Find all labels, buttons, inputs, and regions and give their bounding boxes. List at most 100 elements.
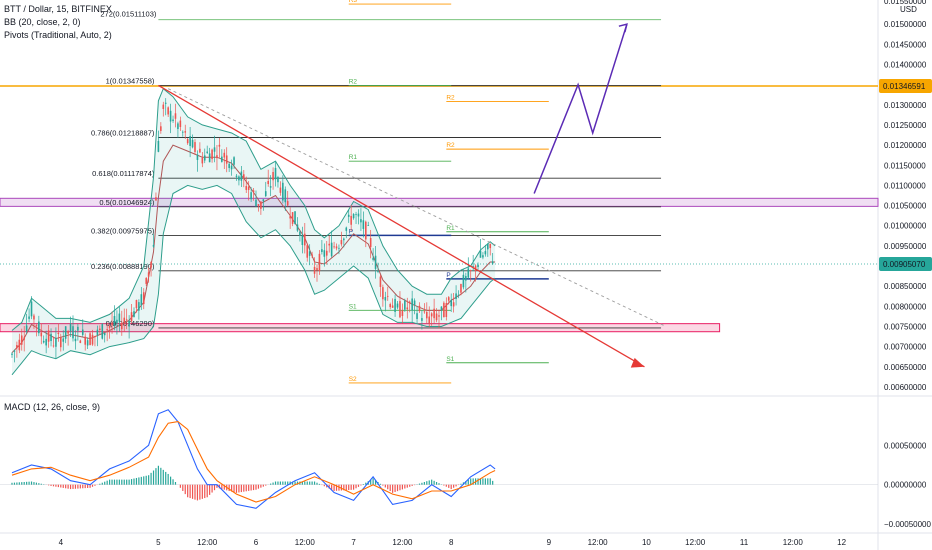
candle-body — [335, 246, 338, 249]
candle-body — [323, 250, 326, 257]
candle-body — [433, 308, 435, 319]
time-axis-tick-5: 7 — [351, 538, 356, 547]
candle-body — [426, 311, 428, 319]
candle-body — [243, 174, 245, 179]
candle-body — [94, 335, 96, 338]
candle-body — [438, 315, 440, 317]
candle-body — [406, 307, 409, 310]
price-axis-tick-0: 0.01500000 — [884, 20, 927, 29]
candle-body — [13, 350, 16, 352]
candle-body — [465, 276, 467, 281]
candle-body — [164, 102, 167, 104]
candle-body — [467, 268, 470, 278]
candle-body — [372, 257, 374, 260]
candle-body — [194, 142, 196, 152]
time-axis-tick-8: 9 — [547, 538, 552, 547]
time-axis-tick-11: 12:00 — [685, 538, 706, 547]
candle-body — [443, 302, 445, 318]
fib-label-1: 0.786(0.01218887) — [91, 128, 155, 137]
price-axis-tick-6: 0.01200000 — [884, 141, 927, 150]
candle-body — [47, 330, 50, 342]
candle-body — [145, 278, 147, 284]
candle-body — [96, 329, 99, 335]
candle-body — [169, 110, 172, 122]
candle-body — [240, 171, 243, 181]
candle-body — [67, 330, 69, 334]
candle-body — [38, 321, 40, 334]
candle-body — [208, 153, 211, 163]
candle-body — [186, 139, 189, 144]
candle-body — [52, 345, 55, 347]
candle-body — [267, 180, 269, 185]
time-axis-tick-6: 12:00 — [392, 538, 413, 547]
candle-body — [389, 304, 391, 308]
candle-body — [457, 294, 460, 296]
macd-axis-tick-2: −0.00050000 — [884, 520, 931, 529]
candle-body — [179, 120, 182, 127]
candle-body — [384, 296, 387, 301]
candle-body — [343, 238, 345, 241]
candle-body — [377, 270, 379, 272]
candle-body — [99, 328, 101, 331]
candle-body — [440, 306, 443, 311]
candle-body — [304, 233, 306, 246]
candle-body — [172, 119, 174, 121]
candle-body — [396, 303, 399, 308]
time-axis-tick-12: 11 — [740, 538, 749, 547]
candle-body — [262, 199, 265, 202]
candle-body — [230, 165, 233, 170]
candle-body — [113, 315, 116, 326]
legend-bb: BB (20, close, 2, 0) — [4, 17, 81, 27]
candle-body — [269, 186, 272, 188]
candle-body — [250, 192, 252, 200]
time-axis-tick-1: 5 — [156, 538, 161, 547]
price-axis-tick-2: 0.01400000 — [884, 60, 927, 69]
candle-body — [306, 245, 309, 258]
candle-body — [50, 333, 52, 342]
candle-body — [421, 318, 423, 321]
pivot-old-label-2: R1 — [349, 154, 358, 161]
candle-body — [416, 313, 418, 319]
candle-body — [20, 335, 23, 345]
candle-body — [116, 319, 118, 324]
candle-body — [313, 266, 316, 274]
candle-body — [81, 329, 84, 335]
bb-lower-line — [11, 184, 496, 376]
candle-body — [28, 316, 30, 319]
candle-body — [140, 294, 143, 306]
pivot-old-label-1: R2 — [349, 78, 358, 85]
candle-body — [245, 186, 248, 190]
candle-body — [428, 316, 431, 324]
candle-body — [418, 305, 421, 312]
candle-body — [289, 216, 291, 219]
price-axis-tick-8: 0.01100000 — [884, 181, 926, 190]
candle-body — [316, 268, 318, 271]
candle-body — [279, 187, 282, 193]
candle-body — [296, 224, 299, 231]
candle-body — [455, 293, 457, 299]
price-axis-tick-17: 0.00650000 — [884, 363, 927, 372]
candle-body — [352, 213, 355, 219]
macd-signal-line — [11, 421, 496, 503]
candle-body — [182, 131, 184, 133]
candle-body — [111, 322, 113, 326]
candle-body — [350, 215, 352, 225]
candle-body — [147, 272, 150, 277]
pivot-new-label-4: S1 — [446, 356, 454, 363]
candle-body — [321, 249, 323, 252]
time-axis-tick-10: 10 — [642, 538, 651, 547]
trendline-arrowhead — [630, 357, 645, 368]
candle-body — [450, 300, 452, 307]
fib-label-0: 1(0.01347558) — [106, 77, 155, 86]
candle-body — [479, 250, 482, 258]
candle-body — [435, 313, 438, 321]
candle-body — [91, 334, 94, 345]
price-tag-1 — [879, 256, 932, 271]
candle-body — [152, 244, 155, 247]
candle-body — [86, 340, 89, 346]
candle-body — [177, 123, 179, 130]
candle-body — [72, 326, 74, 339]
dashed-trendline — [167, 88, 667, 327]
macd-axis-tick-0: 0.00050000 — [884, 441, 927, 450]
